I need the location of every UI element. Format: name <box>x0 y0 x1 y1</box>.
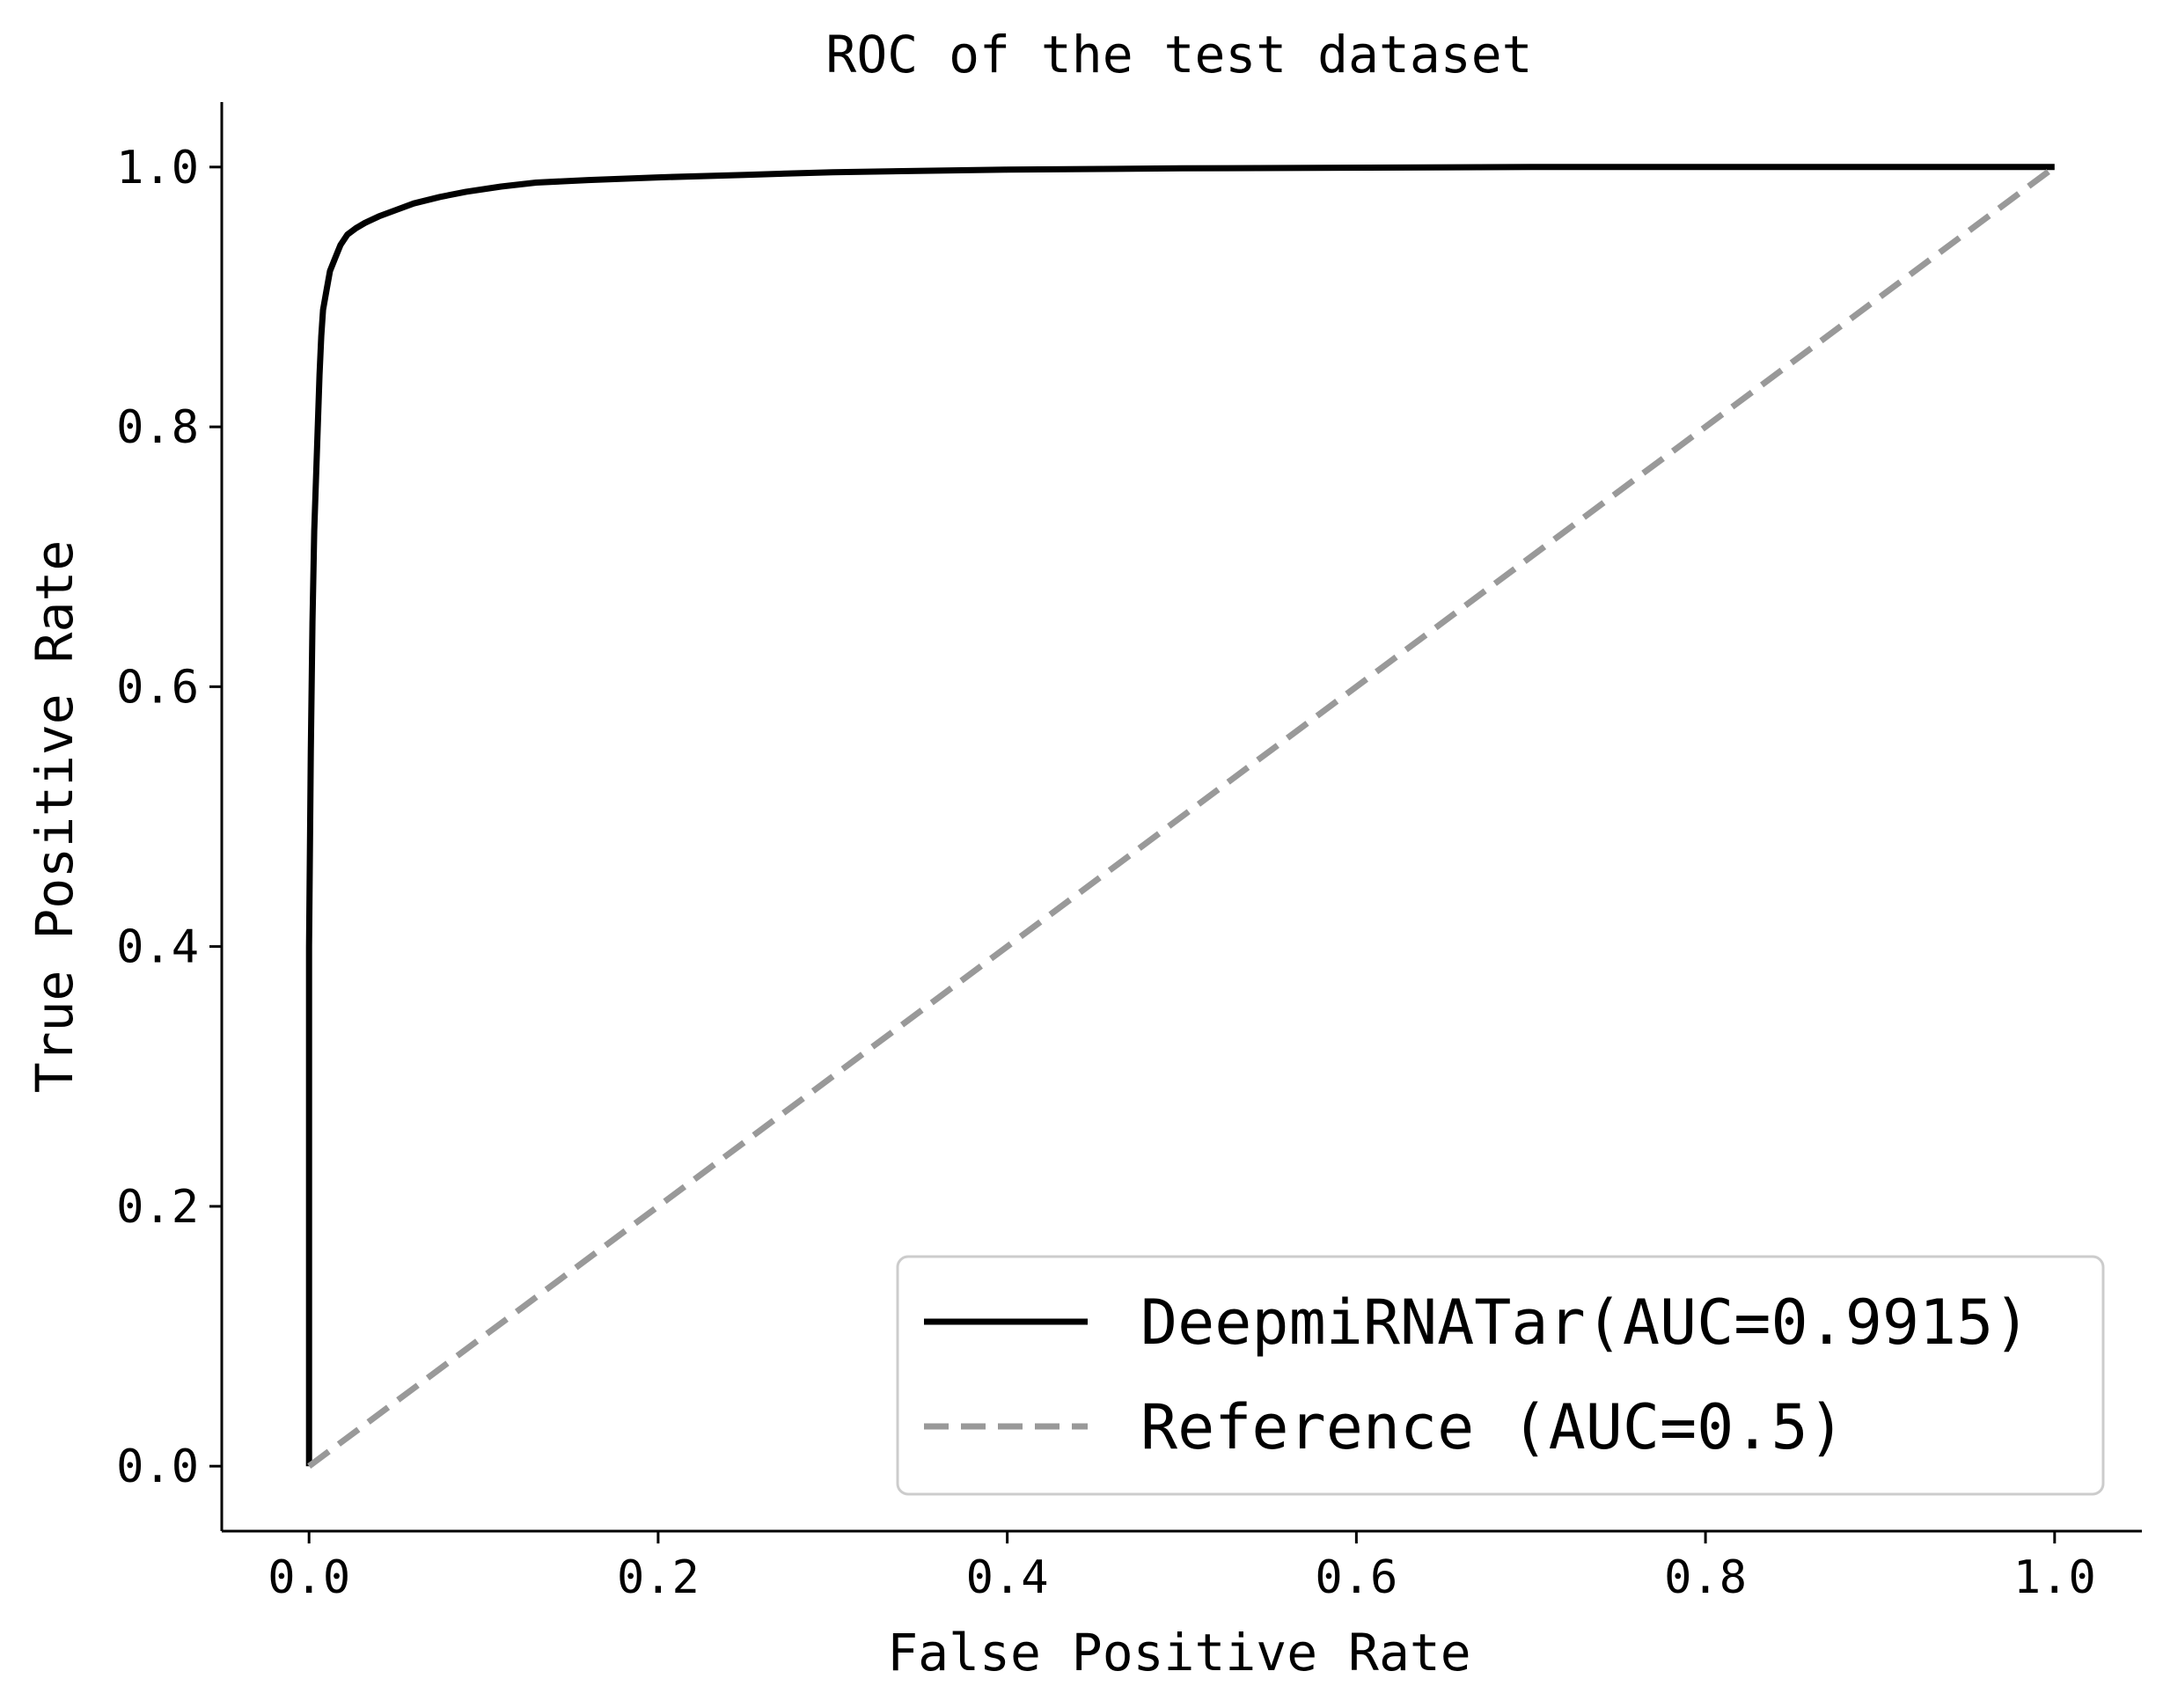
legend-box <box>896 1255 2105 1496</box>
x-tick-label: 0.6 <box>1315 1551 1397 1604</box>
y-tick-label: 0.4 <box>116 921 199 974</box>
legend: DeepmiRNATar(AUC=0.9915) Reference (AUC=… <box>896 1255 2105 1496</box>
y-tick-label: 0.6 <box>116 661 199 714</box>
y-ticks: 0.0 0.2 0.4 0.6 0.8 1.0 <box>116 142 222 1493</box>
plot-series <box>305 164 2057 1470</box>
y-tick-label: 0.2 <box>116 1181 199 1234</box>
series-line-reference <box>307 164 2057 1470</box>
x-tick-label: 0.2 <box>617 1551 700 1604</box>
series-line-model <box>305 164 2055 1467</box>
x-tick-label: 0.0 <box>268 1551 350 1604</box>
x-tick-label: 0.4 <box>966 1551 1049 1604</box>
x-tick-label: 0.8 <box>1664 1551 1747 1604</box>
legend-label-reference: Reference (AUC=0.5) <box>1140 1391 1845 1463</box>
x-ticks: 0.0 0.2 0.4 0.6 0.8 1.0 <box>268 1531 2096 1604</box>
chart-title: ROC of the test dataset <box>825 25 1532 84</box>
y-tick-label: 0.0 <box>116 1440 199 1493</box>
y-tick-label: 1.0 <box>116 142 199 194</box>
y-tick-label: 0.8 <box>116 401 199 454</box>
legend-label-model: DeepmiRNATar(AUC=0.9915) <box>1140 1286 2030 1359</box>
y-axis-label: True Positive Rate <box>25 540 84 1094</box>
x-tick-label: 1.0 <box>2013 1551 2096 1604</box>
x-axis-label: False Positive Rate <box>887 1623 1470 1682</box>
